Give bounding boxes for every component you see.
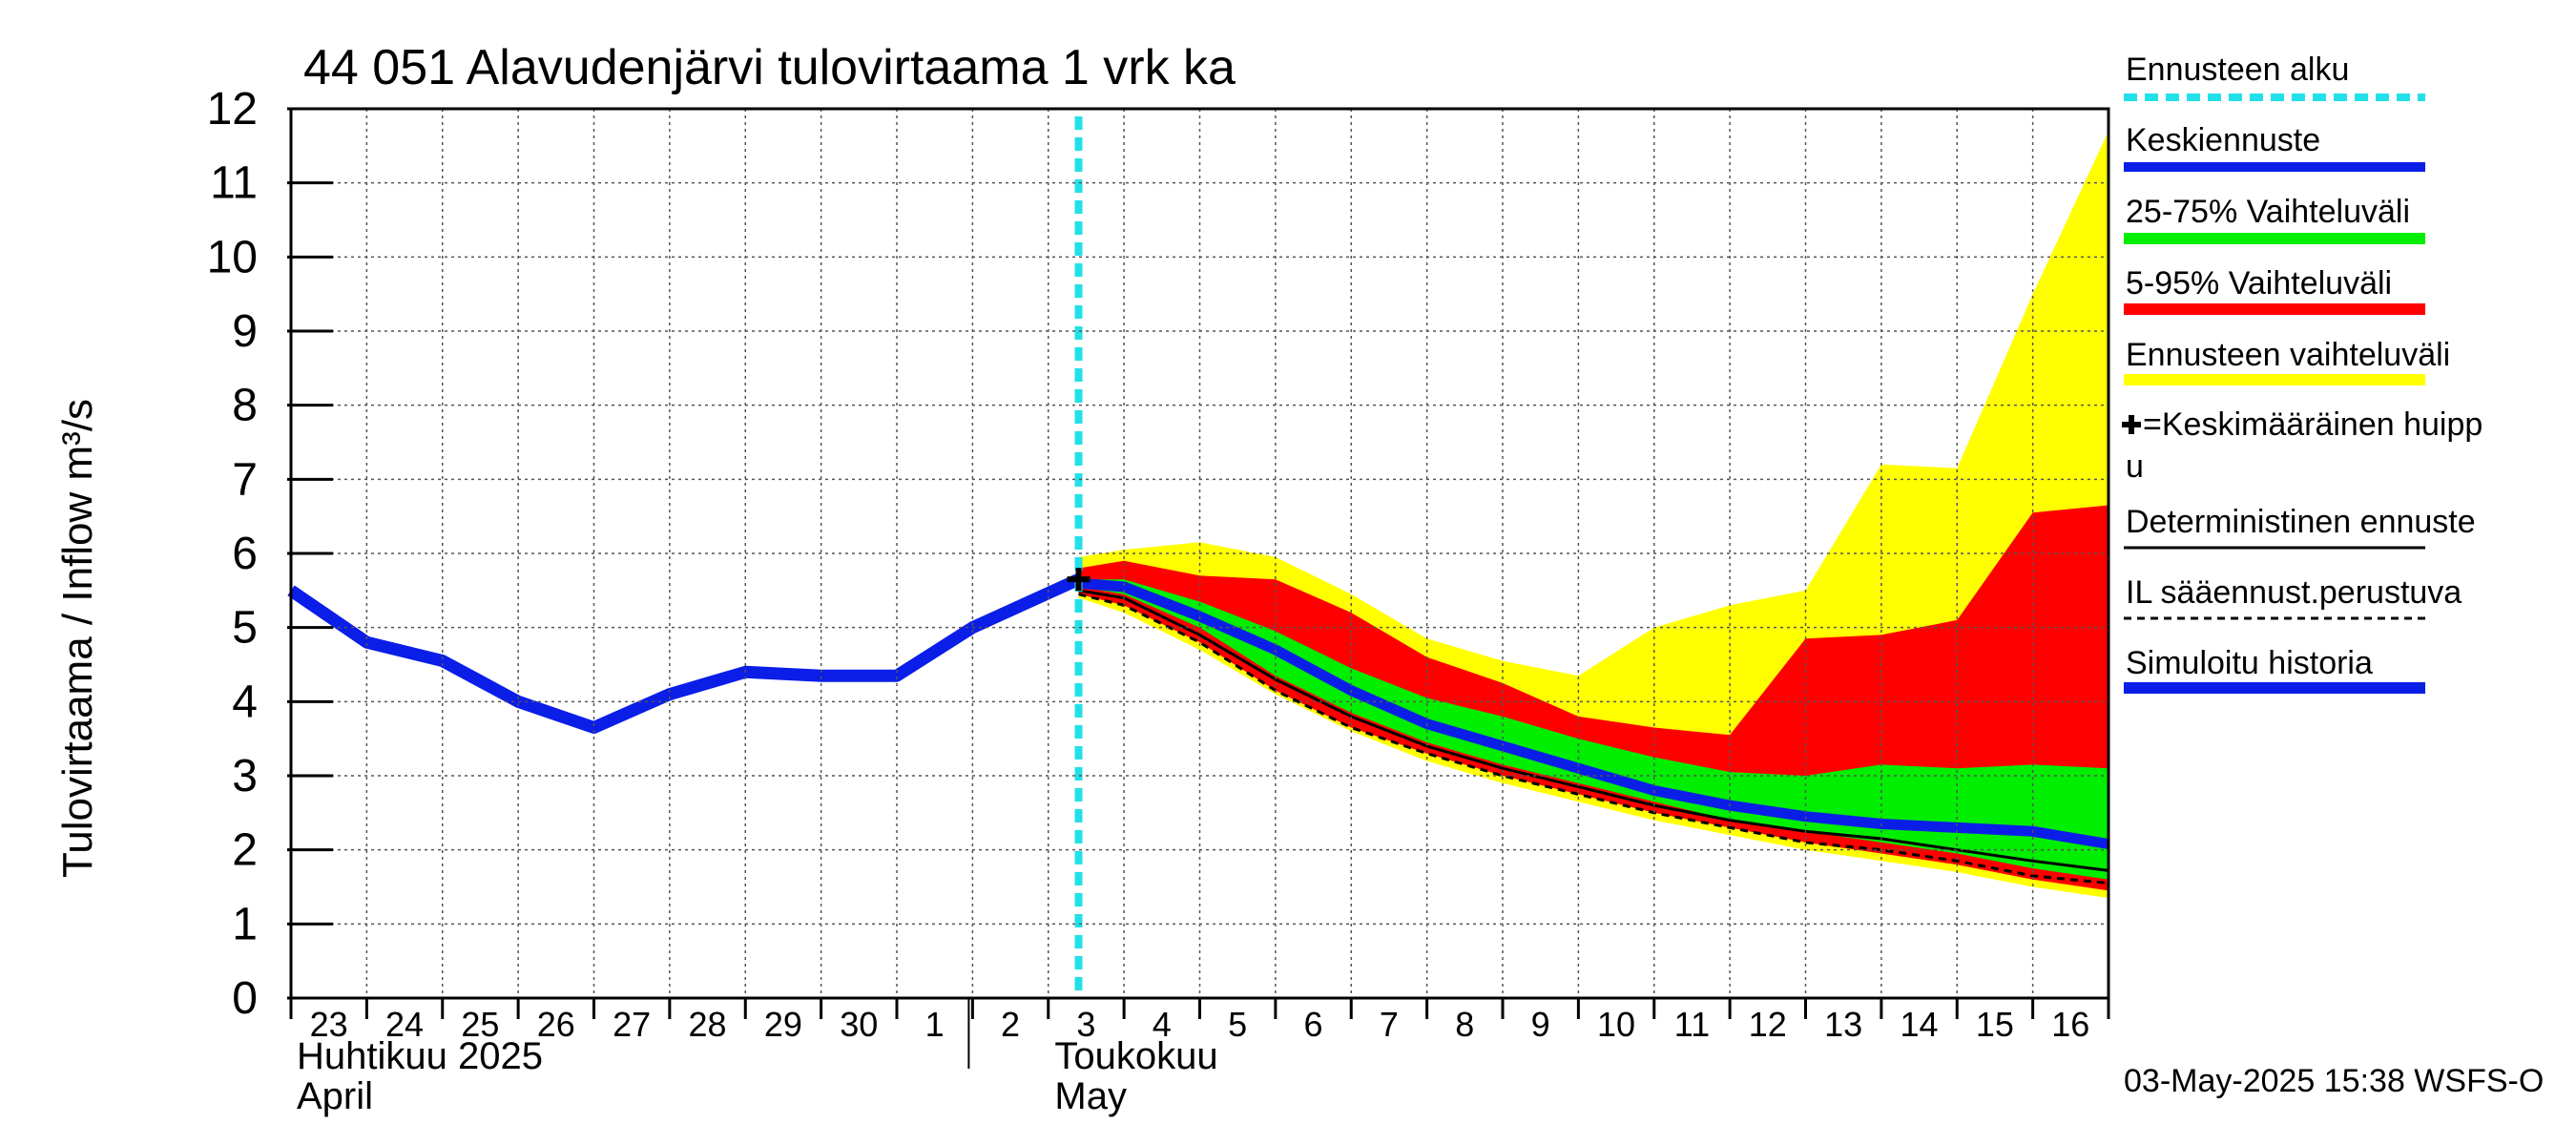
legend-total-range-label: Ennusteen vaihteluväli <box>2126 337 2450 373</box>
x-tick-label: 28 <box>689 1005 727 1044</box>
month-label-fi: Toukokuu <box>1054 1035 1217 1077</box>
x-tick-label: 4 <box>1153 1005 1172 1044</box>
grid <box>291 109 2109 998</box>
deterministic-line <box>1078 589 2109 872</box>
y-tick-label: 12 <box>207 84 258 135</box>
x-tick-label: 26 <box>537 1005 575 1044</box>
x-tick-label: 11 <box>1674 1005 1710 1044</box>
x-tick-label: 24 <box>385 1005 424 1044</box>
legend-history-swatch <box>2124 682 2425 694</box>
legend: Ennusteen alku Keskiennuste 25-75% Vaiht… <box>2122 52 2483 694</box>
x-tick-label: 3 <box>1076 1005 1095 1044</box>
legend-peak-label-wrap: u <box>2126 448 2144 485</box>
timestamp-footer: 03-May-2025 15:38 WSFS-O <box>2124 1063 2544 1099</box>
legend-history-label: Simuloitu historia <box>2126 645 2373 681</box>
legend-25-75-swatch <box>2124 233 2425 244</box>
month-label-fi: Huhtikuu 2025 <box>297 1035 543 1077</box>
legend-5-95-label: 5-95% Vaihteluväli <box>2126 265 2392 302</box>
legend-5-95-swatch <box>2124 303 2425 315</box>
legend-median-label: Keskiennuste <box>2126 122 2320 158</box>
x-tick-label: 1 <box>925 1005 945 1044</box>
x-tick-label: 30 <box>840 1005 878 1044</box>
legend-25-75-label: 25-75% Vaihteluväli <box>2126 194 2410 230</box>
y-tick-label: 2 <box>232 825 258 876</box>
y-tick-label: 0 <box>232 973 258 1024</box>
x-tick-label: 23 <box>310 1005 348 1044</box>
band-25-75 <box>1078 579 2109 880</box>
y-tick-label: 10 <box>207 232 258 282</box>
month-label-en: May <box>1054 1075 1127 1117</box>
x-tick-label: 13 <box>1824 1005 1862 1044</box>
x-tick-label: 9 <box>1531 1005 1550 1044</box>
x-tick-label: 14 <box>1901 1005 1939 1044</box>
il-forecast-line <box>1078 593 2109 885</box>
plot-area <box>287 116 2109 998</box>
median-line <box>1078 577 2109 849</box>
legend-forecast-start-label: Ennusteen alku <box>2126 52 2349 88</box>
chart-title: 44 051 Alavudenjärvi tulovirtaama 1 vrk … <box>303 40 1236 95</box>
y-tick-label: 1 <box>232 899 258 949</box>
x-tick-label: 12 <box>1749 1005 1787 1044</box>
x-tick-label: 27 <box>613 1005 651 1044</box>
y-tick-label: 3 <box>232 751 258 802</box>
x-tick-label: 15 <box>1976 1005 2014 1044</box>
y-tick-label: 11 <box>210 158 258 209</box>
legend-il-label: IL sääennust.perustuva <box>2126 574 2462 611</box>
legend-deterministic-label: Deterministinen ennuste <box>2126 504 2476 540</box>
x-tick-label: 6 <box>1304 1005 1323 1044</box>
x-tick-label: 29 <box>764 1005 802 1044</box>
y-tick-label: 8 <box>232 381 258 431</box>
y-tick-label: 7 <box>232 454 258 505</box>
legend-median-swatch <box>2124 162 2425 172</box>
y-tick-label: 6 <box>232 529 258 579</box>
y-tick-label: 9 <box>232 306 258 357</box>
legend-peak-label: =Keskimääräinen huipp <box>2143 406 2483 443</box>
x-tick-label: 16 <box>2051 1005 2089 1044</box>
legend-total-range-swatch <box>2124 374 2425 385</box>
y-tick-label: 4 <box>232 677 258 727</box>
x-tick-label: 8 <box>1455 1005 1474 1044</box>
x-tick-label: 25 <box>461 1005 499 1044</box>
x-tick-label: 5 <box>1228 1005 1247 1044</box>
legend-peak-marker-icon <box>2122 415 2141 434</box>
x-tick-label: 7 <box>1380 1005 1399 1044</box>
y-tick-label: 5 <box>232 603 258 654</box>
history-line <box>287 573 1082 734</box>
y-axis-label: Tulovirtaama / Inflow m³/s <box>54 399 101 878</box>
x-tick-label: 10 <box>1597 1005 1635 1044</box>
month-label-en: April <box>297 1075 373 1117</box>
x-tick-label: 2 <box>1001 1005 1020 1044</box>
